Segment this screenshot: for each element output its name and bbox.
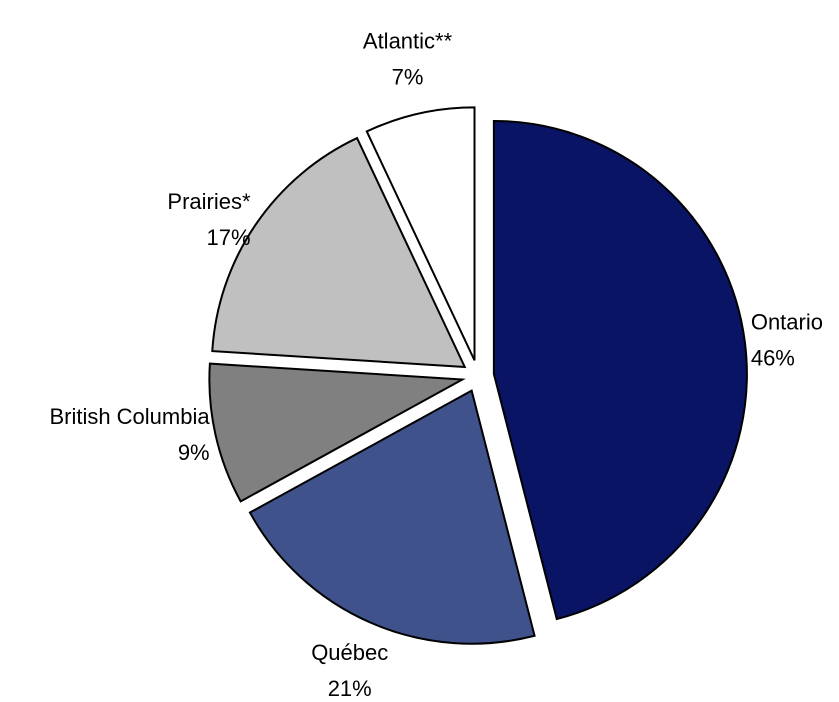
- slice-label: Québec: [311, 640, 388, 665]
- slice-label: British Columbia: [49, 404, 210, 429]
- slice-value-label: 46%: [751, 345, 795, 370]
- slice-label: Prairies*: [167, 189, 251, 214]
- pie-slice: [208, 362, 466, 503]
- pie-slice: [211, 136, 467, 369]
- pie-slice: [365, 106, 476, 361]
- slice-value-label: 21%: [328, 676, 372, 701]
- slice-value-label: 17%: [207, 225, 251, 250]
- slice-label: Atlantic**: [363, 29, 453, 54]
- slice-value-label: 7%: [392, 65, 424, 90]
- slice-value-label: 9%: [178, 440, 210, 465]
- pie-slice: [492, 119, 748, 621]
- pie-slice: [248, 389, 536, 645]
- slice-label: Ontario: [751, 309, 823, 334]
